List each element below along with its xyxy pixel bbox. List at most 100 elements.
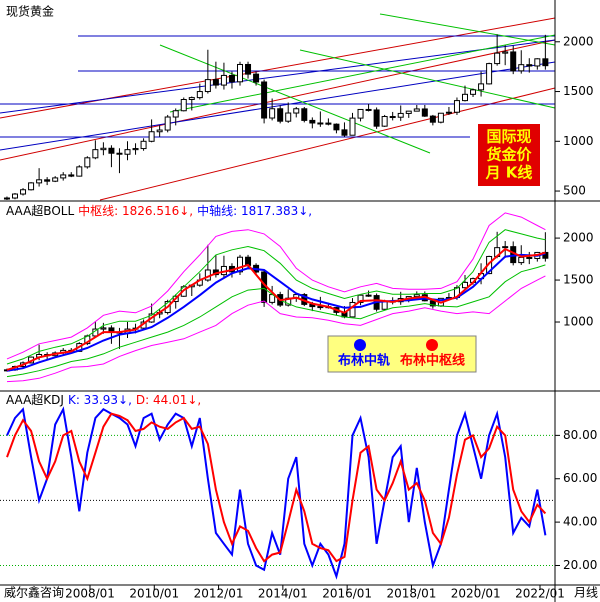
candle-body	[494, 52, 501, 65]
candle-body	[52, 177, 59, 182]
legend-label: 布林中轨	[338, 353, 390, 369]
candle-body	[405, 110, 412, 114]
candle-body	[389, 116, 396, 119]
candle-body	[341, 129, 348, 136]
candle-body	[542, 251, 549, 259]
series-line	[6, 252, 546, 372]
candle-body	[462, 93, 468, 102]
x-tick-label: 2008/01	[65, 587, 115, 601]
label-box-line: 国际现	[486, 128, 531, 146]
candle-body	[357, 108, 364, 119]
candle-body	[518, 64, 525, 72]
x-tick-label: 2012/01	[194, 587, 244, 601]
candle-body	[269, 108, 276, 119]
x-tick-label: 2020/01	[451, 587, 501, 601]
y-tick-label: 2000	[563, 231, 594, 245]
period-label: 月线	[574, 586, 598, 600]
candle-body	[100, 327, 107, 330]
candle-body	[429, 115, 436, 123]
channel-line	[379, 13, 556, 46]
candle-body	[172, 110, 179, 118]
candle-body	[124, 149, 131, 155]
candle-body	[526, 64, 533, 67]
candle-body	[486, 63, 493, 85]
legend	[327, 335, 477, 373]
candle-body	[373, 109, 380, 127]
y-tick-label: 1000	[563, 134, 594, 148]
header-part: 中轴线: 1817.383↓,	[197, 203, 312, 218]
candle-body	[285, 112, 292, 122]
channel-line	[169, 34, 556, 113]
candle-body	[421, 108, 428, 117]
x-tick-label: 2010/01	[129, 587, 179, 601]
candle-body	[397, 112, 404, 118]
candle-body	[228, 74, 235, 83]
header-part: 中枢线: 1826.516↓,	[78, 203, 193, 218]
candle-body	[148, 131, 155, 142]
candle-body	[317, 306, 324, 309]
x-tick-label: 2016/01	[322, 587, 372, 601]
candle-body	[453, 100, 460, 113]
header-part: K: 33.93↓,	[68, 393, 132, 407]
candle-body	[510, 51, 517, 72]
candle-body	[502, 51, 509, 54]
legend-swatch	[426, 339, 438, 351]
candle-body	[413, 108, 420, 112]
header-part: AAA超BOLL	[6, 203, 74, 218]
label-box	[478, 124, 540, 186]
y-tick-label: 1000	[563, 315, 594, 329]
candle-body	[140, 140, 147, 150]
y-tick-label: 1500	[563, 84, 594, 98]
channel-line	[0, 39, 556, 114]
candle-body	[68, 174, 75, 177]
candle-body	[84, 157, 91, 168]
candle-body	[220, 74, 227, 86]
candle-body	[100, 147, 107, 151]
candle-body	[196, 91, 203, 99]
x-tick-label: 2022/01	[515, 587, 565, 601]
series-line	[6, 275, 546, 383]
candle-body	[357, 294, 364, 303]
candle-body	[526, 256, 533, 259]
channel-lines	[0, 13, 556, 201]
y-tick-label: 1500	[563, 273, 594, 287]
candle-body	[478, 83, 485, 91]
candle-body	[44, 179, 51, 182]
candle-body	[325, 122, 332, 125]
channel-line	[0, 39, 556, 161]
candle-body	[132, 148, 139, 151]
candle-body	[277, 108, 284, 122]
candle-body	[253, 73, 260, 83]
y-tick-label: 2000	[563, 34, 594, 48]
candle-body	[381, 116, 388, 127]
candle-body	[261, 81, 268, 119]
candle-body	[445, 111, 452, 114]
candle-body	[108, 147, 115, 154]
x-tick-label: 2014/01	[258, 587, 308, 601]
candle-body	[349, 117, 356, 136]
candle-body	[3, 197, 10, 200]
candle-body	[116, 152, 123, 155]
legend-swatch	[354, 339, 366, 351]
candle-body	[188, 97, 195, 101]
candle-body	[462, 281, 468, 289]
y-tick-label: 20.00	[563, 558, 597, 572]
chart-title: 现货黄金	[6, 4, 54, 19]
y-tick-label: 80.00	[563, 428, 597, 442]
candle-body	[156, 129, 163, 133]
candle-body	[518, 256, 525, 264]
candle-body	[365, 294, 372, 297]
candle-body	[365, 108, 372, 111]
candle-body	[309, 119, 316, 124]
indicator-header: AAA超BOLL 中枢线: 1826.516↓, 中轴线: 1817.383↓,	[6, 203, 312, 218]
candle-body	[36, 179, 43, 184]
candle-body	[437, 112, 444, 123]
candle-body	[180, 99, 187, 112]
candle-body	[245, 63, 252, 75]
y-tick-label: 40.00	[563, 515, 597, 529]
header-part: AAA超KDJ	[6, 392, 64, 407]
channel-line	[99, 87, 556, 201]
candle-body	[237, 63, 243, 83]
